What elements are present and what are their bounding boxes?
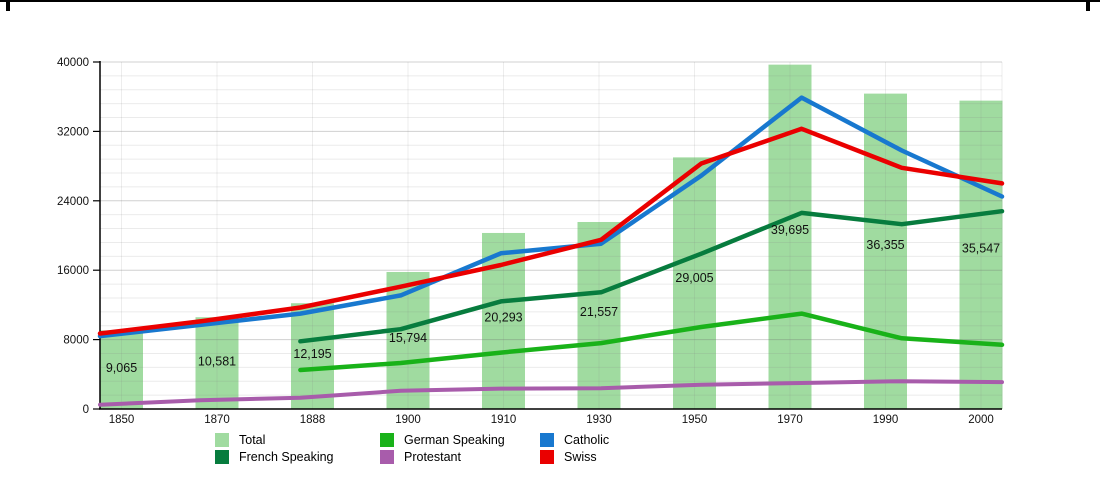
y-tick-label: 32000 <box>57 126 89 138</box>
total-bar <box>195 317 239 409</box>
bar-value-labels: 9,065 10,581 12,195 15,794 20,293 21,557 29,00… <box>106 223 1000 375</box>
x-tick-label: 2000 <box>968 414 994 426</box>
series-line-german-speaking <box>298 311 1005 373</box>
top-border-line <box>0 0 1100 2</box>
chart-svg: 9,065 10,581 12,195 15,794 20,293 21,557 29,00… <box>57 57 1005 426</box>
y-tick-label: 0 <box>83 404 89 416</box>
total-bar <box>768 64 812 409</box>
legend-item-german-speaking: German Speaking <box>380 432 505 447</box>
bar-value-label: 12,195 <box>293 347 331 361</box>
y-tick-label: 8000 <box>63 335 89 347</box>
legend-label: Catholic <box>564 432 610 447</box>
series-line-protestant <box>98 379 1004 407</box>
y-tick-label: 24000 <box>57 196 89 208</box>
legend-item-protestant: Protestant <box>380 449 461 464</box>
bar-value-label: 35,547 <box>962 242 1000 256</box>
y-tick-label: 40000 <box>57 57 89 69</box>
top-left-tick <box>6 2 10 11</box>
catholic-swatch <box>540 432 554 447</box>
protestant-swatch <box>380 449 394 464</box>
legend-label: Swiss <box>564 449 597 464</box>
german-speaking-swatch <box>380 432 394 447</box>
x-tick-label: 1870 <box>204 414 230 426</box>
x-tick-label: 1900 <box>395 414 421 426</box>
series-line-french-speaking <box>298 208 1005 344</box>
axes <box>93 61 1002 410</box>
population-chart: 9,065 10,581 12,195 15,794 20,293 21,557 29,00… <box>57 57 1005 426</box>
total-bar <box>864 93 907 410</box>
legend-label: Protestant <box>404 449 461 464</box>
x-tick-label: 1850 <box>109 414 135 426</box>
gridlines <box>100 61 1003 409</box>
total-bar <box>577 221 621 409</box>
legend-label: German Speaking <box>404 432 505 447</box>
series-line-swiss <box>97 126 1005 336</box>
bar-value-label: 21,557 <box>580 305 618 319</box>
swiss-swatch <box>540 449 554 464</box>
legend-label: French Speaking <box>239 449 334 464</box>
total-bar <box>959 100 1003 410</box>
y-tick-label: 16000 <box>57 265 89 277</box>
bar-value-label: 15,794 <box>389 331 427 345</box>
x-tick-label: 1888 <box>300 414 326 426</box>
total-bar <box>100 330 143 409</box>
y-axis-labels: 0 8000 16000 24000 32000 40000 <box>57 57 89 416</box>
total-swatch <box>215 432 229 447</box>
legend-item-swiss: Swiss <box>540 449 597 464</box>
series-line-catholic <box>97 95 1005 339</box>
legend-label: Total <box>239 432 266 447</box>
x-tick-label: 1970 <box>777 414 803 426</box>
bar-value-label: 39,695 <box>771 223 809 237</box>
bar-value-label: 36,355 <box>866 238 904 252</box>
legend-item-total: Total <box>215 432 265 447</box>
top-right-tick <box>1086 2 1090 11</box>
bars-group <box>100 64 1003 410</box>
french-speaking-swatch <box>215 449 229 464</box>
bar-value-label: 10,581 <box>198 354 236 368</box>
bar-value-label: 9,065 <box>106 361 137 375</box>
legend-item-catholic: Catholic <box>540 432 609 447</box>
total-bar <box>291 303 334 409</box>
x-tick-label: 1950 <box>682 414 708 426</box>
x-tick-label: 1910 <box>491 414 517 426</box>
x-tick-label: 1930 <box>586 414 612 426</box>
chart-legend: Total German Speaking Catholic French Sp… <box>0 0 1100 464</box>
x-axis-labels: 1850 1870 1888 1900 1910 1930 1950 1970 1990 2000 <box>109 414 994 426</box>
legend-item-french-speaking: French Speaking <box>215 449 334 464</box>
total-bar <box>673 157 716 409</box>
bar-value-label: 20,293 <box>484 310 522 324</box>
x-tick-label: 1990 <box>873 414 899 426</box>
bar-value-label: 29,005 <box>675 271 713 285</box>
